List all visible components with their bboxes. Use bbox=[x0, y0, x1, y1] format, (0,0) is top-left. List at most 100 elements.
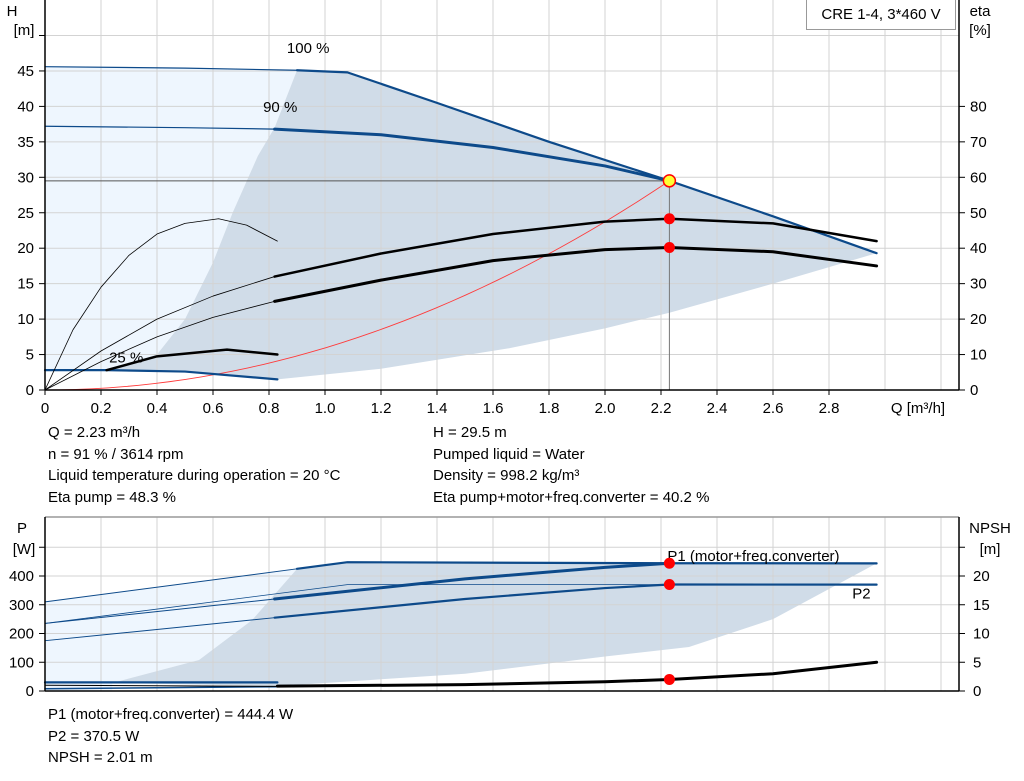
info-speed: n = 91 % / 3614 rpm bbox=[48, 446, 184, 463]
x-tick-label: 2.2 bbox=[651, 400, 672, 417]
npsh-tick-label: 0 bbox=[973, 683, 981, 700]
info-h: H = 29.5 m bbox=[433, 424, 507, 441]
p-axis-label: P bbox=[17, 520, 27, 537]
eta-axis-label: eta bbox=[970, 3, 992, 20]
x-tick-label: 2.6 bbox=[763, 400, 784, 417]
x-tick-label: 0.8 bbox=[259, 400, 280, 417]
info-p2: P2 = 370.5 W bbox=[48, 728, 140, 745]
power-curve-label: P2 bbox=[852, 585, 870, 602]
info-temperature: Liquid temperature during operation = 20… bbox=[48, 467, 341, 484]
efficiency-curve-10 bbox=[105, 348, 279, 372]
light-operating-area bbox=[45, 66, 297, 371]
right-tick-label: 40 bbox=[970, 240, 987, 257]
npsh-tick-label: 5 bbox=[973, 654, 981, 671]
power-curve-3 bbox=[273, 561, 671, 601]
info-eta-total: Eta pump+motor+freq.converter = 40.2 % bbox=[433, 489, 710, 506]
eta-pump-point bbox=[663, 213, 675, 225]
power-dark-area bbox=[112, 562, 877, 687]
npsh-tick-label: 15 bbox=[973, 597, 990, 614]
left-tick-label: 30 bbox=[17, 169, 34, 186]
eta-axis-unit: [%] bbox=[969, 22, 991, 39]
x-tick-label: 2.0 bbox=[595, 400, 616, 417]
power-tick-label: 300 bbox=[9, 597, 34, 614]
head-curve-1 bbox=[295, 69, 878, 255]
duty-point bbox=[662, 174, 677, 188]
efficiency-curve-7 bbox=[44, 300, 276, 391]
left-tick-label: 5 bbox=[26, 347, 34, 364]
right-tick-label: 10 bbox=[970, 347, 987, 364]
power-tick-label: 200 bbox=[9, 626, 34, 643]
system-curve bbox=[44, 180, 670, 391]
x-tick-label: 1.8 bbox=[539, 400, 560, 417]
right-tick-label: 80 bbox=[970, 98, 987, 115]
x-tick-label: 0 bbox=[41, 400, 49, 417]
power-curve-1 bbox=[295, 561, 878, 570]
left-tick-label: 0 bbox=[26, 382, 34, 399]
efficiency-curve-6 bbox=[44, 276, 276, 391]
p2-point bbox=[663, 578, 675, 590]
efficiency-curve-5 bbox=[44, 218, 278, 391]
head-curve-3 bbox=[273, 127, 671, 183]
x-tick-label: 2.8 bbox=[819, 400, 840, 417]
npsh-axis-label: NPSH bbox=[969, 520, 1011, 537]
left-tick-label: 20 bbox=[17, 240, 34, 257]
p-axis-unit: [W] bbox=[13, 541, 36, 558]
npsh-point bbox=[663, 673, 675, 685]
info-liquid: Pumped liquid = Water bbox=[433, 446, 585, 463]
power-curve-8 bbox=[44, 685, 279, 690]
x-tick-label: 1.2 bbox=[371, 400, 392, 417]
left-tick-label: 10 bbox=[17, 311, 34, 328]
x-axis-label: Q [m³/h] bbox=[891, 400, 945, 417]
npsh-curve-10 bbox=[275, 660, 879, 688]
curve-label: 25 % bbox=[109, 349, 143, 366]
npsh-tick-label: 20 bbox=[973, 568, 990, 585]
head-curve-4 bbox=[43, 369, 279, 381]
dark-operating-area bbox=[106, 70, 877, 380]
power-tick-label: 100 bbox=[9, 654, 34, 671]
curve-label: 100 % bbox=[287, 40, 330, 57]
x-tick-label: 1.4 bbox=[427, 400, 448, 417]
p1-point bbox=[663, 557, 675, 569]
right-tick-label: 70 bbox=[970, 134, 987, 151]
x-tick-label: 1.6 bbox=[483, 400, 504, 417]
x-tick-label: 0.2 bbox=[91, 400, 112, 417]
npsh-tick-label: 10 bbox=[973, 626, 990, 643]
right-tick-label: 50 bbox=[970, 205, 987, 222]
left-tick-label: 40 bbox=[17, 98, 34, 115]
info-density: Density = 998.2 kg/m³ bbox=[433, 467, 580, 484]
h-axis-unit: [m] bbox=[14, 22, 35, 39]
info-eta-pump: Eta pump = 48.3 % bbox=[48, 489, 176, 506]
right-tick-label: 30 bbox=[970, 276, 987, 293]
head-curve-0 bbox=[44, 66, 298, 71]
power-tick-label: 0 bbox=[26, 683, 34, 700]
power-curve-label: P1 (motor+freq.converter) bbox=[667, 548, 839, 565]
left-tick-label: 25 bbox=[17, 205, 34, 222]
left-tick-label: 35 bbox=[17, 134, 34, 151]
head-curve-2 bbox=[44, 125, 276, 130]
info-q: Q = 2.23 m³/h bbox=[48, 424, 141, 441]
info-p1: P1 (motor+freq.converter) = 444.4 W bbox=[48, 706, 294, 723]
x-tick-label: 0.4 bbox=[147, 400, 168, 417]
efficiency-curve-8 bbox=[273, 217, 878, 278]
power-curve-5 bbox=[44, 617, 276, 642]
x-tick-label: 2.4 bbox=[707, 400, 728, 417]
x-tick-label: 1.0 bbox=[315, 400, 336, 417]
npsh-curve-9 bbox=[44, 684, 278, 687]
left-tick-label: 45 bbox=[17, 63, 34, 80]
right-tick-label: 20 bbox=[970, 311, 987, 328]
npsh-axis-unit: [m] bbox=[980, 541, 1001, 558]
efficiency-curve-9 bbox=[273, 245, 879, 303]
info-npsh: NPSH = 2.01 m bbox=[48, 749, 153, 766]
power-tick-label: 400 bbox=[9, 568, 34, 585]
right-tick-label: 0 bbox=[970, 382, 978, 399]
x-tick-label: 0.6 bbox=[203, 400, 224, 417]
left-tick-label: 15 bbox=[17, 276, 34, 293]
curve-label: 90 % bbox=[263, 99, 297, 116]
eta-total-point bbox=[663, 241, 675, 253]
power-curve-6 bbox=[273, 583, 878, 619]
power-curve-2 bbox=[44, 598, 276, 624]
right-tick-label: 60 bbox=[970, 169, 987, 186]
power-curve-0 bbox=[44, 568, 298, 603]
h-axis-label: H bbox=[7, 3, 18, 20]
